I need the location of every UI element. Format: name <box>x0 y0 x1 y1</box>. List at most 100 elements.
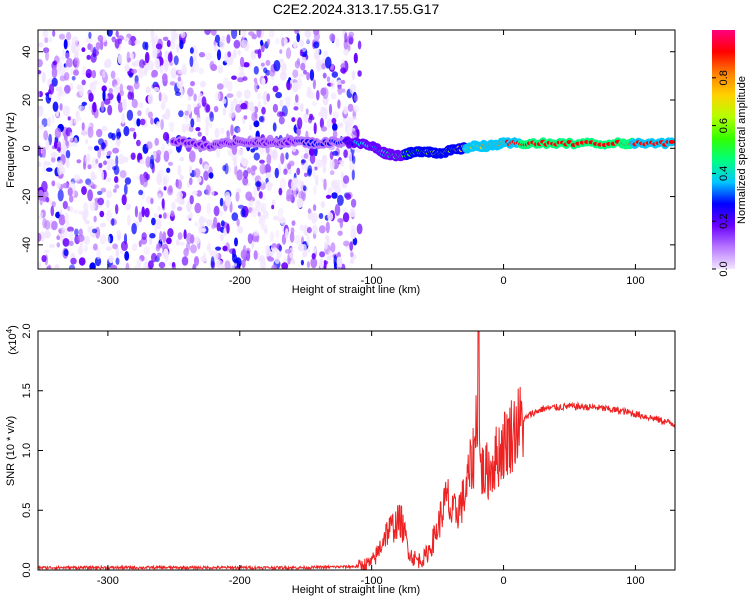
spectrogram-cell <box>345 193 352 201</box>
spectrogram-cell <box>171 261 176 268</box>
spectrogram-cell <box>168 262 172 267</box>
spectrogram-cell <box>159 65 164 74</box>
spectrogram-cell <box>327 212 334 221</box>
spectrogram-cell <box>197 176 202 183</box>
spectrogram-cell <box>136 118 141 127</box>
spectrogram-cell <box>117 86 121 93</box>
snr-y-ticks: 0.0 0.5 1.0 1.5 2.0 <box>21 323 675 578</box>
spectrogram-cell <box>344 32 348 43</box>
spectrogram-cell <box>193 93 197 102</box>
spectrogram-cell <box>179 39 184 50</box>
spectrogram-cell <box>51 156 56 163</box>
spectrogram-cell <box>337 99 341 109</box>
spectrogram-cell <box>45 161 52 166</box>
spectrogram-cell <box>253 152 260 161</box>
spectrogram-cell <box>294 60 301 69</box>
spectrogram-cell <box>158 261 166 269</box>
spectrogram-cell <box>318 111 323 117</box>
spectrogram-cell <box>274 256 280 264</box>
spectrogram-cell <box>299 39 305 48</box>
spectrogram-cell <box>268 30 275 39</box>
spectrogram-cell <box>247 233 253 245</box>
spectrogram-cell <box>214 127 220 139</box>
spectrogram-cell <box>138 240 142 248</box>
spectrogram-cell <box>281 37 285 47</box>
spectrogram-cell <box>272 247 278 253</box>
spectrogram-cell <box>145 60 149 73</box>
spectrogram-cell <box>170 210 175 217</box>
spectrogram-cell <box>257 92 262 101</box>
spectrogram-cell <box>176 206 183 212</box>
spectrogram-cell <box>115 204 119 215</box>
spectrogram-cell <box>110 70 116 80</box>
spectrogram-cell <box>166 167 171 173</box>
spectrogram-cell <box>136 258 143 267</box>
spectrogram-cell <box>63 39 68 50</box>
spectrogram-cell <box>238 148 244 157</box>
spectrogram-cell <box>197 131 202 137</box>
spectrogram-cell <box>279 49 283 54</box>
spectrogram-cell <box>169 124 175 132</box>
spectrogram-cell <box>96 248 101 260</box>
spectrogram-cell <box>343 175 350 184</box>
spectrogram-cell <box>271 199 276 206</box>
spectrogram-cell <box>277 207 284 218</box>
spectrogram-cell <box>38 42 44 48</box>
spectrogram-cell <box>243 169 249 179</box>
spectrogram-cell <box>268 251 274 257</box>
spectrogram-cell <box>178 241 185 246</box>
spectrogram-cell <box>129 52 134 60</box>
spectrogram-cell <box>148 236 153 246</box>
spectrogram-cell <box>351 130 357 139</box>
spectrogram-cell <box>273 59 281 72</box>
spectrogram-cell <box>101 85 107 92</box>
spectrogram-cell <box>70 257 77 265</box>
spectrogram-cell <box>73 118 79 124</box>
spectrogram-cell <box>87 126 94 138</box>
spectrogram-cell <box>266 38 271 46</box>
spectrogram-cell <box>302 251 308 258</box>
spectrogram-cell <box>219 127 225 135</box>
spectrogram-cell <box>337 122 344 128</box>
spectrogram-cell <box>268 69 276 77</box>
spectrogram-cell <box>99 210 105 218</box>
spectrogram-cell <box>38 161 42 168</box>
spectrogram-cell <box>335 37 340 48</box>
x-tick-label: -300 <box>97 575 119 587</box>
spectrogram-cell <box>351 169 355 181</box>
spectrogram-cell <box>209 111 214 122</box>
spectrogram-cell <box>62 200 68 210</box>
spectrogram-cell <box>331 117 337 125</box>
spectrogram-cell <box>253 229 260 237</box>
spectrogram-cell <box>289 231 295 243</box>
spectrogram-cell <box>309 69 315 81</box>
spectrogram-cell <box>312 166 316 179</box>
spectrogram-cell <box>123 126 130 137</box>
spectrogram-cell <box>292 69 299 78</box>
spectrogram-cells <box>38 30 675 269</box>
spectrogram-cell <box>122 156 129 163</box>
spectrogram-cell <box>348 31 355 38</box>
spectrogram-cell <box>237 127 241 133</box>
spectrogram-cell <box>305 108 309 115</box>
spectrogram-cell <box>148 260 154 269</box>
spectrogram-cell <box>100 187 107 193</box>
spectrogram-cell <box>208 122 213 129</box>
spectrogram-cell <box>276 249 282 259</box>
spectrogram-cell <box>341 182 348 189</box>
spectrogram-cell <box>119 170 127 179</box>
spectrogram-cell <box>233 39 241 49</box>
spectrogram-cell <box>356 223 363 235</box>
spectrogram-cell <box>54 264 60 269</box>
spectrogram-cell <box>285 152 289 160</box>
spectrogram-cell <box>131 68 138 74</box>
spectrogram-cell <box>306 226 312 234</box>
spectrogram-cell <box>51 220 58 231</box>
spectrogram-cell <box>271 264 278 269</box>
spectrogram-cell <box>236 169 243 181</box>
spectrogram-cell <box>156 121 160 128</box>
spectrogram-cell <box>61 90 66 97</box>
spectrogram-cell <box>62 144 67 155</box>
spectrogram-cell <box>320 200 326 209</box>
spectrogram-cell <box>224 194 232 207</box>
